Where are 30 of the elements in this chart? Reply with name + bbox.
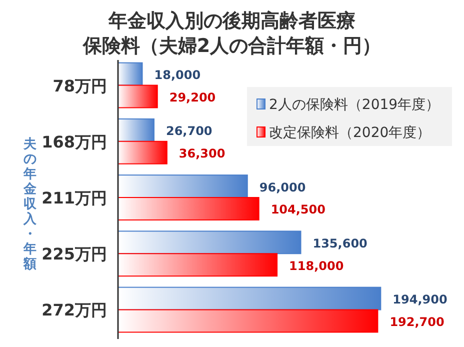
data-label: 194,900 xyxy=(392,292,448,307)
bar xyxy=(118,197,260,220)
y-tick-label: 225万円 xyxy=(42,244,107,264)
y-tick-label: 168万円 xyxy=(42,132,107,152)
data-label: 18,000 xyxy=(154,68,201,82)
y-tick-label: 272万円 xyxy=(42,300,107,320)
data-label: 192,700 xyxy=(390,314,444,329)
y-tick-label: 78万円 xyxy=(52,76,107,96)
y-tick-label: 211万円 xyxy=(42,188,107,208)
bar xyxy=(118,118,154,142)
bar xyxy=(118,230,302,254)
data-label: 26,700 xyxy=(166,124,212,138)
chart-subtitle: 保険料（夫婦2人の合計年額・円） xyxy=(82,35,382,57)
data-label: 135,600 xyxy=(312,236,368,250)
bar xyxy=(118,140,168,164)
data-label: 36,300 xyxy=(178,146,226,161)
data-label: 104,500 xyxy=(270,202,326,217)
data-label: 118,000 xyxy=(289,258,344,273)
text: 夫の年金収入・年額 xyxy=(24,137,36,272)
legend-label: 2人の保険料（2019年度） xyxy=(269,97,440,113)
bar xyxy=(118,62,143,86)
bar xyxy=(118,309,378,333)
data-label: 96,000 xyxy=(259,180,306,194)
data-label: 29,200 xyxy=(169,90,216,104)
chart-title: 年金収入別の後期高齢者医療 xyxy=(108,10,356,32)
bar xyxy=(118,253,278,277)
bar xyxy=(118,84,158,108)
legend-label: 改定保険料（2020年度） xyxy=(269,125,431,141)
bar xyxy=(118,174,248,198)
bar xyxy=(118,286,382,310)
